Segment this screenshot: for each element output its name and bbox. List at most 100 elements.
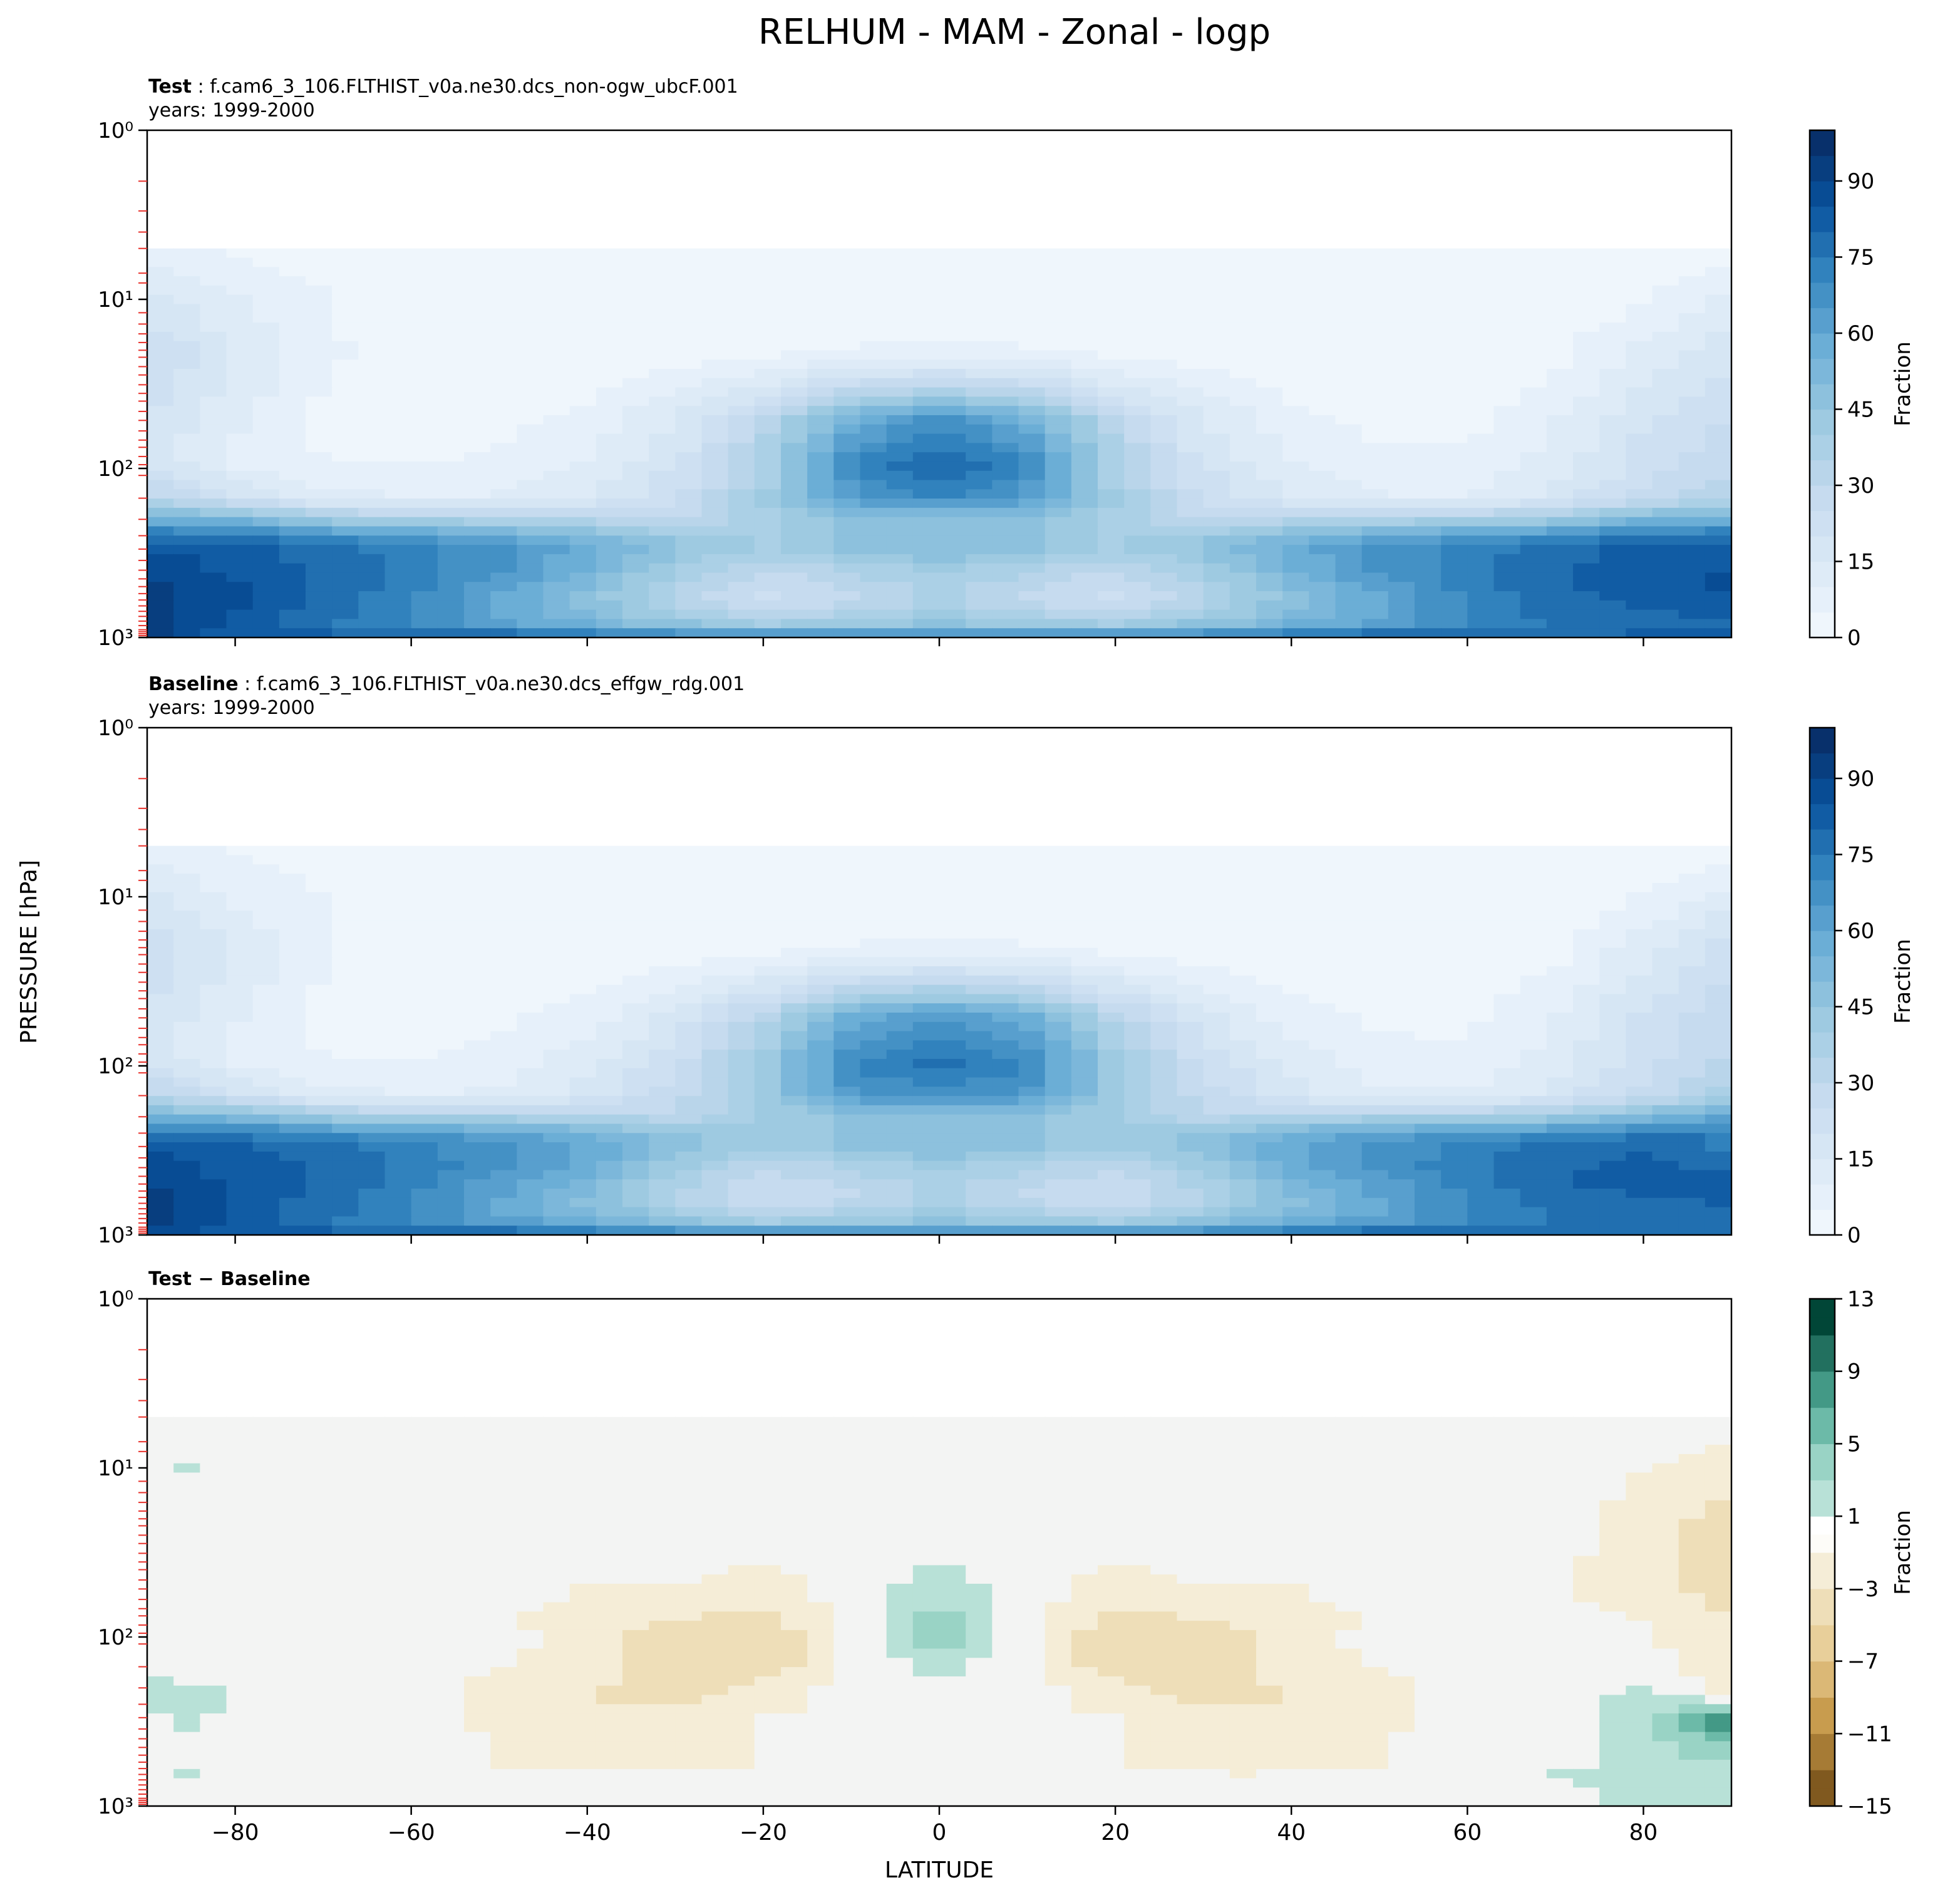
heatmap-cell (173, 1012, 201, 1023)
heatmap-cell (675, 1207, 703, 1217)
heatmap-cell (1705, 1087, 1732, 1097)
heatmap-cell (1124, 1105, 1152, 1115)
heatmap-cell (649, 480, 676, 490)
heatmap-cell (992, 1105, 1019, 1115)
heatmap-cell (147, 489, 174, 499)
heatmap-cell (1177, 966, 1204, 976)
heatmap-cell (437, 535, 465, 545)
heatmap-cell (1441, 535, 1468, 545)
heatmap-cell (1203, 563, 1230, 574)
heatmap-cell (1678, 1197, 1706, 1208)
heatmap-cell (1388, 1012, 1415, 1023)
heatmap-cell (1098, 1179, 1125, 1189)
heatmap-cell (781, 609, 808, 620)
heatmap-cell (147, 855, 174, 865)
heatmap-cell (306, 1087, 333, 1097)
colorbar-tick-label: 0 (1847, 626, 1861, 651)
heatmap-cell (1652, 874, 1679, 884)
heatmap-cell (1546, 1197, 1574, 1208)
heatmap-cell (490, 323, 518, 333)
heatmap-cell (1229, 387, 1257, 398)
heatmap-cell (1599, 443, 1627, 453)
heatmap-cell (1098, 276, 1125, 286)
heatmap-cell (569, 864, 597, 874)
heatmap-cell (860, 1096, 887, 1106)
heatmap-cell (517, 341, 544, 351)
heatmap-cell (226, 563, 254, 574)
heatmap-cell (1441, 1133, 1468, 1143)
heatmap-cell (147, 406, 174, 416)
heatmap-cell (1415, 864, 1442, 874)
heatmap-cell (596, 267, 623, 277)
heatmap-cell (939, 1197, 966, 1208)
heatmap-cell (1493, 1151, 1521, 1162)
heatmap-cell (384, 1003, 412, 1013)
heatmap-cell (147, 1170, 174, 1180)
heatmap-cell (384, 470, 412, 481)
heatmap-cell (1309, 1003, 1336, 1013)
heatmap-cell (1203, 554, 1230, 564)
heatmap-cell (912, 526, 940, 537)
heatmap-cell (1493, 285, 1521, 296)
heatmap-cell (1415, 874, 1442, 884)
heatmap-cell (252, 489, 280, 499)
heatmap-cell (1493, 396, 1521, 406)
heatmap-cell (1520, 323, 1547, 333)
heatmap-cell (1441, 461, 1468, 472)
heatmap-cell (754, 882, 781, 893)
heatmap-cell (886, 628, 914, 638)
heatmap-cell (1361, 1114, 1389, 1125)
heatmap-cell (1018, 994, 1046, 1004)
heatmap-cell (1415, 1151, 1442, 1162)
heatmap-cell (886, 600, 914, 611)
heatmap-cell (332, 1058, 359, 1069)
heatmap-cell (1520, 545, 1547, 555)
heatmap-cell (1071, 433, 1098, 444)
heatmap-cell (886, 313, 914, 323)
heatmap-cell (1335, 600, 1363, 611)
heatmap-cell (306, 452, 333, 462)
heatmap-cell (675, 517, 703, 527)
heatmap-cell (622, 396, 649, 406)
heatmap-cell (384, 267, 412, 277)
heatmap-cell (1309, 938, 1336, 949)
heatmap-cell (411, 628, 438, 638)
heatmap-cell (1388, 276, 1415, 286)
heatmap-cell (1335, 911, 1363, 921)
heatmap-cell (490, 1189, 518, 1199)
heatmap-cell (1573, 957, 1600, 967)
heatmap-cell (173, 323, 201, 333)
heatmap-cell (992, 359, 1019, 369)
heatmap-cell (1150, 1040, 1178, 1050)
heatmap-cell (1150, 526, 1178, 537)
heatmap-cell (1467, 359, 1495, 369)
heatmap-cell (807, 1077, 835, 1088)
heatmap-cell (332, 1133, 359, 1143)
heatmap-cell (807, 433, 835, 444)
heatmap-cell (226, 276, 254, 286)
heatmap-cell (833, 1170, 861, 1180)
heatmap-cell (569, 1114, 597, 1125)
heatmap-cell (754, 582, 781, 592)
heatmap-cell (569, 994, 597, 1004)
heatmap-cell (1361, 424, 1389, 435)
heatmap-cell (701, 424, 729, 435)
heatmap-cell (490, 1087, 518, 1097)
heatmap-cell (1177, 619, 1204, 629)
heatmap-cell (1493, 882, 1521, 893)
heatmap-cell (1546, 1012, 1574, 1023)
heatmap-cell (622, 369, 649, 379)
heatmap-cell (517, 378, 544, 388)
heatmap-cell (1361, 845, 1389, 856)
heatmap-cell (1335, 257, 1363, 268)
heatmap-cell (1493, 845, 1521, 856)
heatmap-cell (1335, 591, 1363, 601)
heatmap-cell (1546, 406, 1574, 416)
heatmap-cell (939, 609, 966, 620)
heatmap-cell (437, 378, 465, 388)
heatmap-cell (833, 1105, 861, 1115)
heatmap-cell (1388, 378, 1415, 388)
heatmap-cell (1493, 929, 1521, 939)
heatmap-cell (649, 957, 676, 967)
heatmap-cell (464, 396, 491, 406)
